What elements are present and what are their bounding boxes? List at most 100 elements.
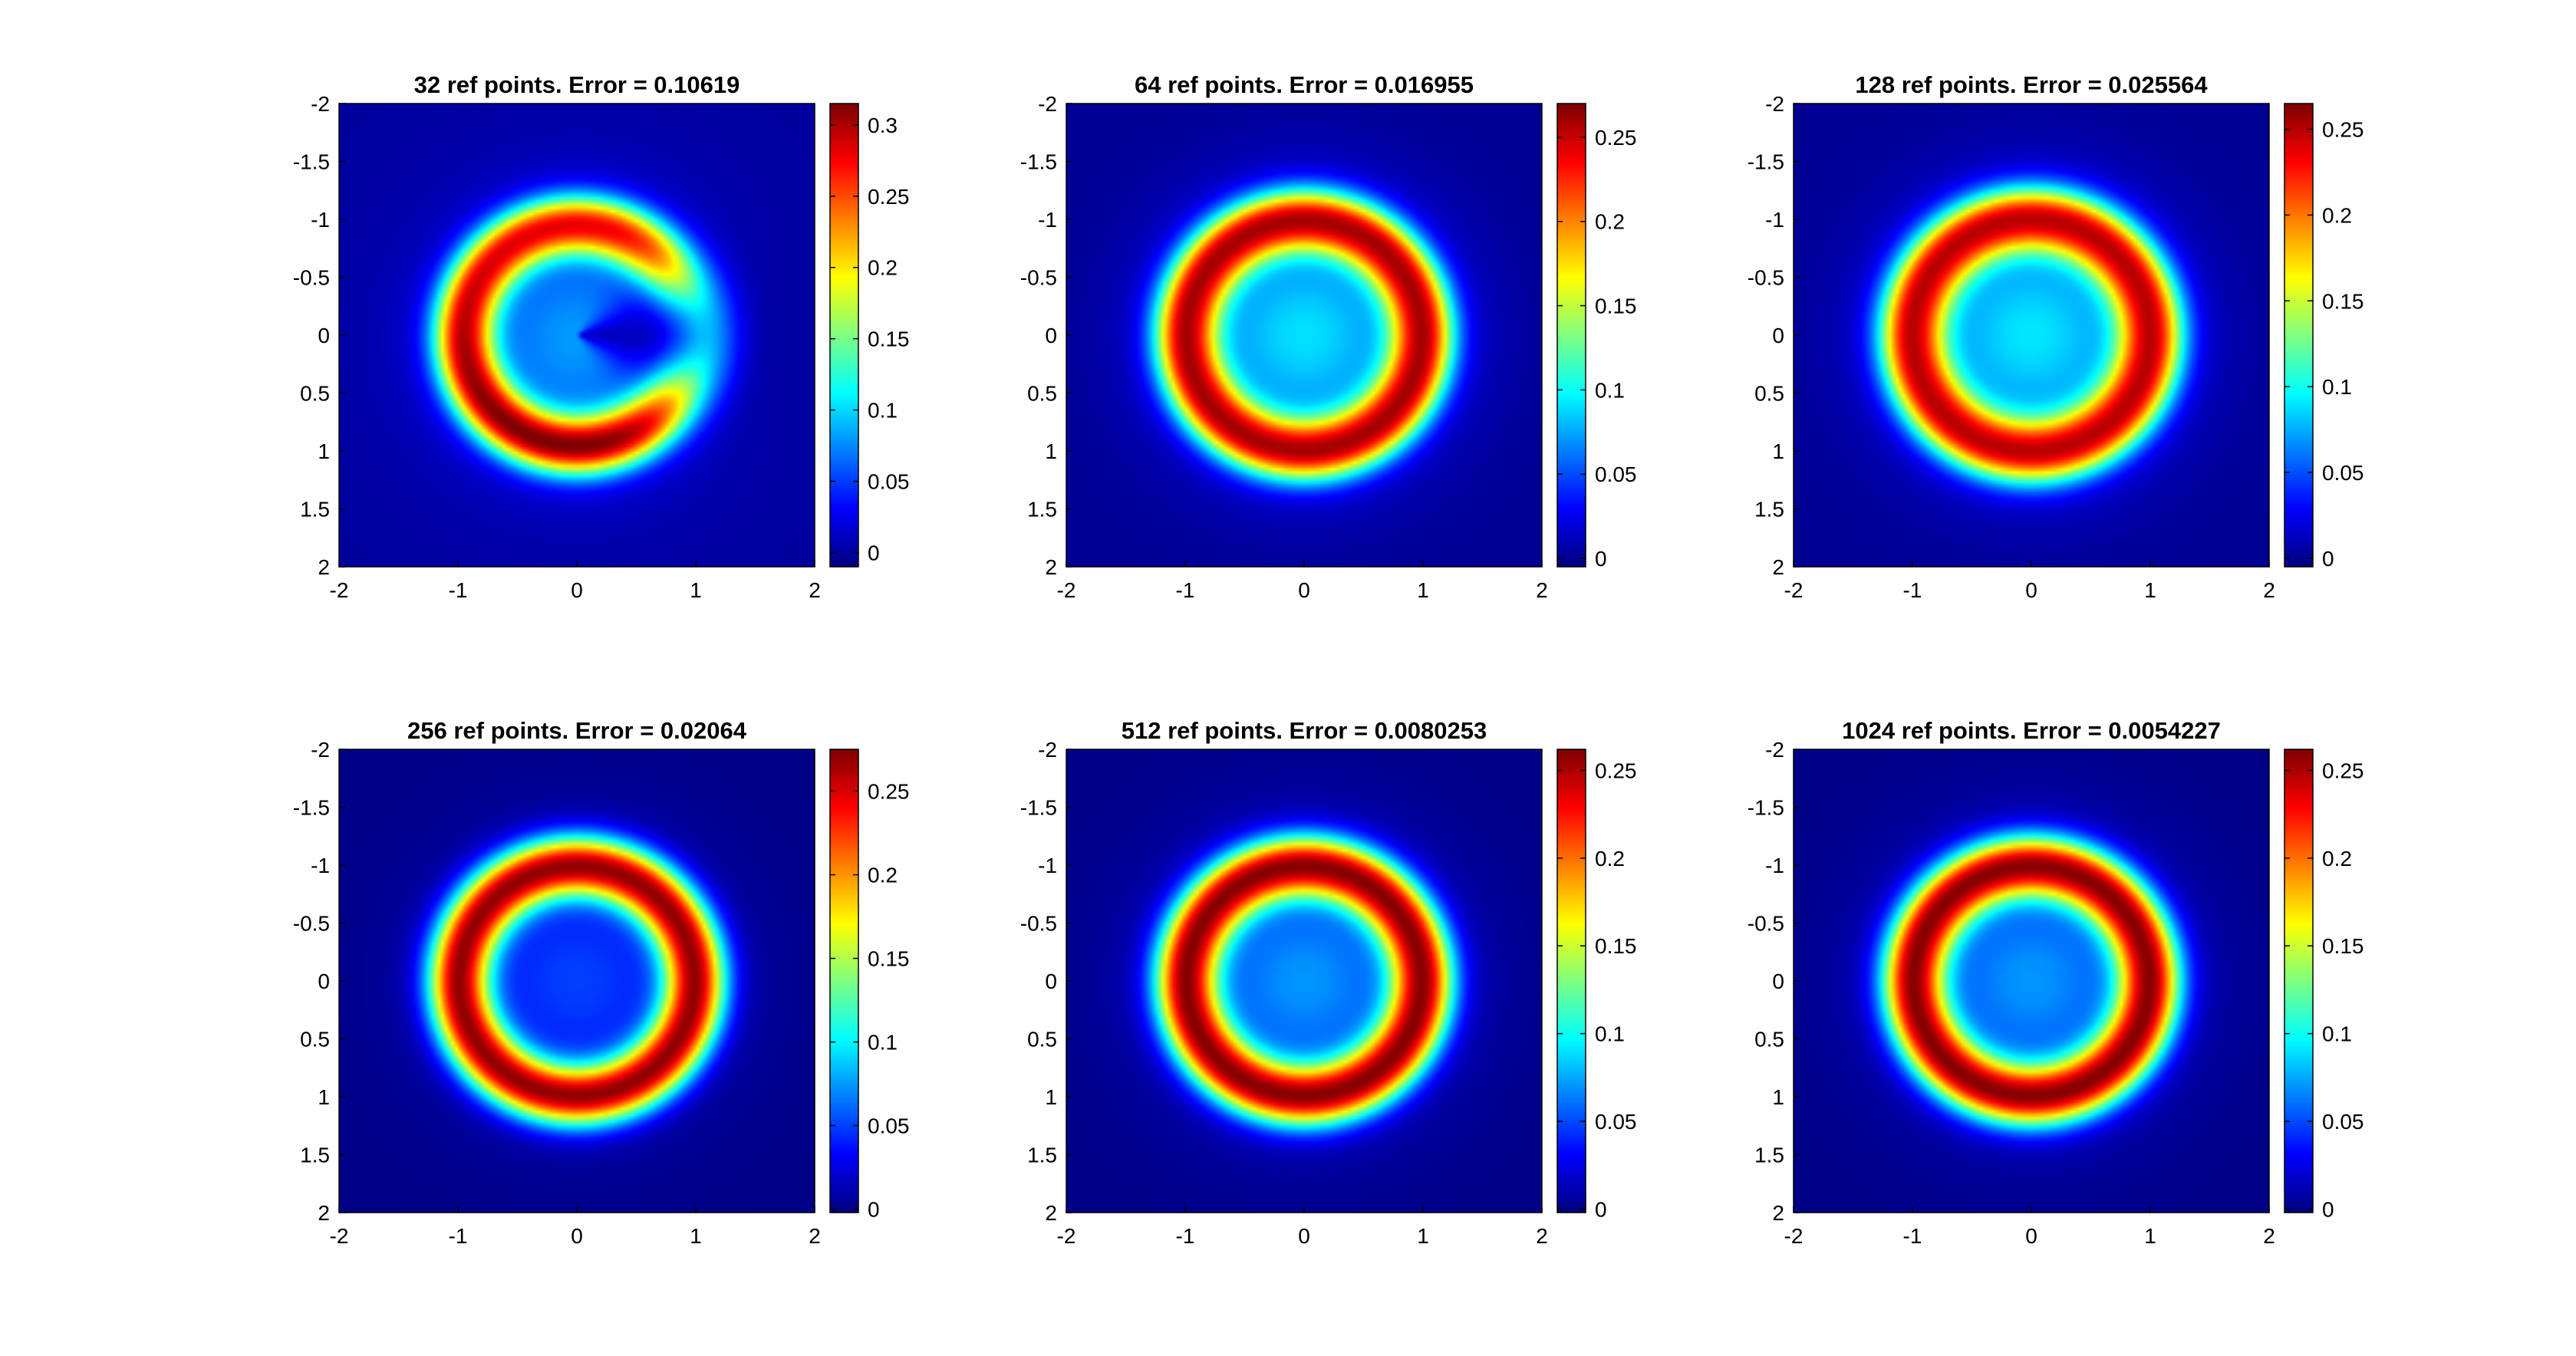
x-tick-label: -2 (1784, 578, 1804, 602)
colorbar-tick-label: 0.05 (868, 469, 910, 493)
y-tick-label: -1.5 (1020, 796, 1057, 820)
colorbar-tick-label: 0 (1595, 547, 1607, 571)
y-tick-label: 0.5 (300, 382, 330, 406)
x-tick-label: 2 (809, 578, 821, 602)
y-tick-label: -2 (311, 92, 330, 116)
y-tick-label: -1 (1038, 208, 1057, 232)
colorbar-tick-label: 0 (868, 541, 880, 564)
colorbar-tick-label: 0.05 (868, 1114, 910, 1138)
y-tick-label: 0.5 (1754, 382, 1784, 406)
x-tick-label: 0 (571, 1224, 583, 1248)
y-tick-label: 1.5 (1027, 1144, 1057, 1167)
colorbar-tick-label: 0.2 (868, 864, 898, 887)
colorbar-tick-label: 0.25 (1595, 759, 1637, 782)
y-tick-label: -1 (1765, 854, 1784, 877)
x-tick-label: 0 (2025, 1224, 2037, 1248)
y-tick-label: 0.5 (1027, 382, 1057, 406)
x-tick-label: -2 (330, 1224, 349, 1248)
y-tick-label: 2 (318, 555, 330, 579)
heatmap-surface (339, 749, 815, 1213)
y-tick-label: -1.5 (1748, 796, 1784, 820)
colorbar-tick-label: 0.2 (2322, 847, 2352, 871)
colorbar-tick-label: 0.2 (1595, 210, 1625, 234)
colorbar-box (1556, 103, 1586, 568)
colorbar-box (1556, 749, 1586, 1213)
y-tick-label: -2 (1038, 738, 1057, 762)
colorbar-box (829, 103, 859, 568)
colorbar-tick-label: 0.15 (868, 327, 910, 351)
subplot-3: 128 ref points. Error = 0.025564-2 -1 0 1 2-… (1748, 71, 2364, 602)
x-tick-label: -1 (449, 578, 468, 602)
y-tick-label: -0.5 (1748, 912, 1784, 936)
x-tick-label: 0 (1298, 578, 1310, 602)
colorbar-tick-label: 0.05 (1595, 1110, 1637, 1134)
x-tick-label: -2 (1057, 1224, 1076, 1248)
subplot-title: 128 ref points. Error = 0.025564 (1855, 71, 2208, 98)
colorbar-tick-label: 0 (1595, 1197, 1607, 1221)
heatmap-surface (1066, 104, 1542, 567)
colorbar (2284, 749, 2313, 1213)
y-tick-label: -0.5 (293, 912, 330, 936)
y-tick-label: 0 (1045, 969, 1057, 993)
colorbar-tick-label: 0 (2322, 547, 2334, 571)
x-tick-label: 1 (2144, 1224, 2156, 1248)
x-tick-label: 1 (2144, 578, 2156, 602)
x-tick-label: -1 (1176, 1224, 1195, 1248)
colorbar-tick-label: 0.1 (2322, 1022, 2352, 1046)
x-tick-label: 2 (809, 1224, 821, 1248)
y-tick-label: -1.5 (1748, 150, 1784, 174)
colorbar (830, 749, 858, 1213)
colorbar-tick-label: 0.2 (2322, 203, 2352, 227)
y-tick-label: 1.5 (1754, 1144, 1784, 1167)
subplot-2: 64 ref points. Error = 0.016955-2 -1 0 1 2-2… (1020, 71, 1637, 602)
colorbar-tick-label: 0.1 (868, 399, 898, 423)
y-tick-label: -0.5 (1020, 912, 1057, 936)
colorbar (1557, 749, 1586, 1213)
x-tick-label: -2 (1784, 1224, 1804, 1248)
colorbar-tick-label: 0.25 (2322, 118, 2364, 142)
x-tick-label: -1 (1903, 1224, 1922, 1248)
y-tick-label: -2 (1038, 92, 1057, 116)
colorbar (2284, 104, 2313, 567)
y-tick-label: -1 (311, 208, 330, 232)
x-tick-label: 2 (1536, 1224, 1548, 1248)
colorbar-tick-label: 0.1 (1595, 378, 1625, 402)
colorbar-tick-label: 0.25 (2322, 759, 2364, 782)
colorbar-tick-label: 0.1 (2322, 375, 2352, 399)
colorbar-tick-label: 0.05 (2322, 461, 2364, 485)
heatmap-surface (339, 104, 815, 567)
subplot-title: 256 ref points. Error = 0.02064 (407, 717, 747, 744)
y-tick-label: -0.5 (1020, 266, 1057, 290)
colorbar-box (2284, 749, 2314, 1213)
x-tick-label: 1 (690, 578, 702, 602)
x-tick-label: -1 (1176, 578, 1195, 602)
y-tick-label: 0.5 (1027, 1028, 1057, 1052)
y-tick-label: 1.5 (300, 1144, 330, 1167)
subplot-title: 32 ref points. Error = 0.10619 (414, 71, 740, 98)
y-tick-label: 1.5 (1754, 498, 1784, 522)
y-tick-label: -2 (1765, 738, 1784, 762)
colorbar (1557, 104, 1586, 567)
x-tick-label: 2 (2263, 1224, 2275, 1248)
colorbar-box (2284, 103, 2314, 568)
y-tick-label: 1 (1772, 1085, 1784, 1109)
colorbar (830, 104, 858, 567)
x-tick-label: -1 (449, 1224, 468, 1248)
y-tick-label: -1 (1038, 854, 1057, 877)
x-tick-label: 2 (1536, 578, 1548, 602)
subplot-6: 1024 ref points. Error = 0.0054227 -2 -1 0 1… (1748, 717, 2364, 1248)
y-tick-label: -1.5 (293, 150, 330, 174)
colorbar-tick-label: 0.15 (1595, 295, 1637, 318)
x-tick-label: 0 (2025, 578, 2037, 602)
heatmap-surface (1066, 749, 1542, 1213)
y-tick-label: -1 (311, 854, 330, 877)
colorbar-tick-label: 0.25 (868, 780, 910, 804)
subplot-title: 512 ref points. Error = 0.0080253 (1122, 717, 1487, 744)
y-tick-label: 2 (1045, 1201, 1057, 1225)
y-tick-label: 2 (1772, 1201, 1784, 1225)
y-tick-label: -2 (311, 738, 330, 762)
colorbar-tick-label: 0.1 (868, 1031, 898, 1055)
x-tick-label: 1 (1417, 1224, 1429, 1248)
colorbar-tick-label: 0.15 (1595, 934, 1637, 958)
